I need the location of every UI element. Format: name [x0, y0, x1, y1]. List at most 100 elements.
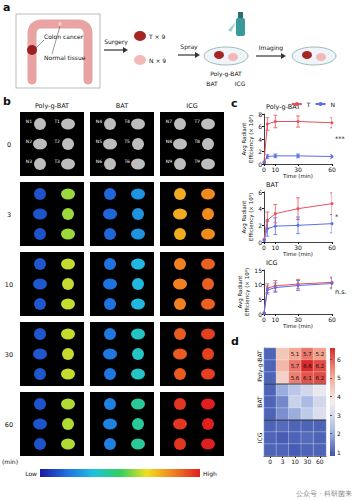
svg-text:*: * — [335, 213, 339, 221]
svg-text:3: 3 — [337, 412, 341, 419]
svg-text:Efficiency (× 10⁹): Efficiency (× 10⁹) — [248, 115, 255, 163]
svg-text:N5: N5 — [96, 139, 102, 144]
svg-text:BAT: BAT — [266, 181, 278, 189]
svg-text:Spray: Spray — [180, 43, 198, 51]
svg-text:Time (min): Time (min) — [282, 251, 313, 257]
svg-text:30: 30 — [304, 458, 312, 465]
svg-text:T8: T8 — [193, 139, 200, 144]
svg-text:0: 0 — [262, 244, 266, 251]
svg-text:2: 2 — [258, 222, 262, 229]
svg-text:5.6: 5.6 — [291, 375, 300, 381]
svg-text:30: 30 — [294, 166, 302, 173]
svg-text:T5: T5 — [123, 139, 130, 144]
svg-text:n.s.: n.s. — [335, 288, 347, 296]
svg-text:1: 1 — [337, 449, 341, 456]
svg-text:ICG: ICG — [266, 259, 278, 267]
svg-text:60: 60 — [5, 421, 13, 429]
svg-text:d: d — [231, 335, 239, 348]
svg-text:***: *** — [335, 135, 346, 143]
svg-text:4: 4 — [258, 136, 262, 143]
svg-text:Time (min): Time (min) — [282, 323, 313, 329]
svg-text:10: 10 — [272, 166, 280, 173]
svg-text:Avg Radiant: Avg Radiant — [241, 200, 248, 234]
svg-text:8: 8 — [258, 111, 262, 118]
svg-text:30: 30 — [5, 351, 13, 359]
svg-text:ICG: ICG — [186, 102, 198, 110]
svg-text:Efficiency (× 10⁹): Efficiency (× 10⁹) — [244, 268, 251, 316]
svg-text:公众号 · 科研菌来: 公众号 · 科研菌来 — [296, 490, 352, 498]
svg-text:60: 60 — [328, 316, 336, 323]
svg-text:6.2: 6.2 — [315, 375, 324, 381]
svg-text:60: 60 — [328, 244, 336, 251]
svg-text:5.2: 5.2 — [315, 351, 324, 357]
svg-text:30: 30 — [294, 244, 302, 251]
svg-text:Time (min): Time (min) — [282, 173, 313, 179]
svg-text:T7: T7 — [193, 119, 200, 124]
svg-text:BAT: BAT — [116, 102, 128, 110]
svg-text:10: 10 — [5, 281, 13, 289]
svg-text:N3: N3 — [26, 159, 32, 164]
svg-text:0: 0 — [262, 316, 266, 323]
svg-text:Poly-g-BAT: Poly-g-BAT — [35, 102, 69, 110]
svg-text:10: 10 — [272, 244, 280, 251]
svg-text:6: 6 — [258, 189, 262, 196]
svg-text:b: b — [3, 95, 11, 108]
svg-text:T6: T6 — [123, 159, 130, 164]
svg-text:Low: Low — [25, 470, 37, 477]
svg-text:Imaging: Imaging — [259, 44, 284, 52]
svg-text:a: a — [3, 1, 10, 14]
svg-text:10: 10 — [291, 458, 299, 465]
svg-text:6.2: 6.2 — [315, 363, 324, 369]
svg-text:5.7: 5.7 — [303, 351, 312, 357]
svg-text:Efficiency (× 10⁹): Efficiency (× 10⁹) — [248, 193, 255, 241]
svg-text:6.6: 6.6 — [303, 363, 312, 369]
svg-text:5.1: 5.1 — [291, 351, 300, 357]
svg-text:4: 4 — [258, 205, 262, 212]
svg-text:5.7: 5.7 — [291, 363, 300, 369]
svg-text:Surgery: Surgery — [104, 38, 128, 46]
svg-text:0: 0 — [268, 458, 272, 465]
svg-text:10: 10 — [254, 281, 262, 288]
svg-text:3: 3 — [7, 211, 11, 219]
svg-text:4: 4 — [337, 393, 341, 400]
svg-text:N9: N9 — [166, 159, 172, 164]
svg-text:60: 60 — [328, 166, 336, 173]
svg-text:3: 3 — [281, 458, 285, 465]
svg-text:6: 6 — [337, 356, 341, 363]
svg-text:Avg Radiant: Avg Radiant — [241, 122, 248, 156]
svg-text:Colon cancer: Colon cancer — [44, 33, 84, 40]
svg-text:BAT: BAT — [256, 396, 263, 408]
svg-text:T4: T4 — [123, 119, 130, 124]
svg-text:N6: N6 — [96, 159, 102, 164]
svg-text:T1: T1 — [53, 119, 60, 124]
svg-text:T: T — [306, 101, 311, 108]
svg-text:N4: N4 — [96, 119, 102, 124]
svg-text:T3: T3 — [53, 159, 60, 164]
svg-text:Poly-g-BAT: Poly-g-BAT — [256, 350, 264, 382]
svg-text:Normal tissue: Normal tissue — [44, 54, 86, 61]
svg-text:(min): (min) — [2, 458, 18, 465]
svg-text:High: High — [203, 470, 217, 478]
svg-text:BAT: BAT — [206, 80, 218, 87]
svg-text:N × 9: N × 9 — [149, 57, 166, 64]
svg-text:c: c — [231, 97, 238, 110]
svg-text:6: 6 — [258, 123, 262, 130]
svg-text:2: 2 — [258, 148, 262, 155]
svg-text:5: 5 — [258, 296, 262, 303]
svg-text:2: 2 — [337, 430, 341, 437]
svg-text:ICG: ICG — [256, 432, 263, 443]
svg-text:Avg Radiant: Avg Radiant — [237, 275, 244, 309]
svg-text:6.1: 6.1 — [303, 375, 312, 381]
svg-text:5: 5 — [337, 374, 341, 381]
svg-text:15: 15 — [254, 267, 262, 274]
svg-text:Poly-g-BAT: Poly-g-BAT — [210, 70, 242, 78]
svg-text:T2: T2 — [53, 139, 60, 144]
svg-text:10: 10 — [272, 316, 280, 323]
svg-text:N8: N8 — [166, 139, 172, 144]
svg-text:0: 0 — [262, 166, 266, 173]
svg-text:60: 60 — [316, 458, 324, 465]
svg-text:N: N — [331, 101, 336, 108]
svg-text:30: 30 — [294, 316, 302, 323]
svg-text:T × 9: T × 9 — [148, 33, 166, 40]
svg-text:Poly-g-BAT: Poly-g-BAT — [266, 103, 300, 111]
